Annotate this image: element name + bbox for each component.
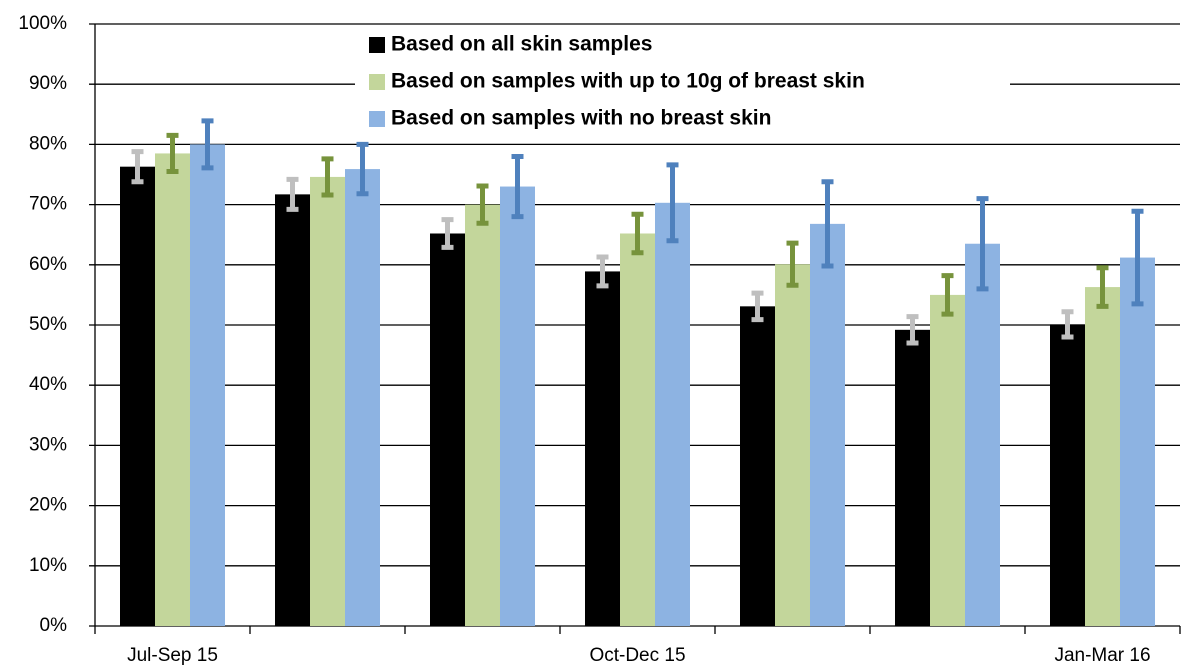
bar [155,153,190,626]
error-bar [1061,309,1074,340]
bar [895,329,930,626]
error-bar [166,132,179,174]
bar [120,166,155,626]
bar [775,264,810,626]
error-bar [976,196,989,292]
error-bar [906,314,919,346]
bar [500,186,535,627]
y-tick-label: 90% [29,73,67,94]
bar [620,233,655,626]
bar [1085,287,1120,626]
y-tick-label: 50% [29,314,67,335]
bar [740,306,775,626]
y-tick-label: 60% [29,254,67,275]
bar [965,243,1000,627]
error-bar [1131,208,1144,307]
error-bar [356,141,369,197]
bar [465,204,500,626]
legend-label: Based on samples with no breast skin [391,107,771,130]
error-bar [201,118,214,171]
bar [310,176,345,626]
legend-swatch [369,37,385,53]
error-bar [511,153,524,220]
legend-swatch [369,111,385,127]
y-tick-label: 10% [29,555,67,576]
legend-box [355,26,1010,138]
x-tick-label: Oct-Dec 15 [589,645,685,666]
bar [655,202,690,626]
error-bar [786,240,799,288]
error-bar [1096,265,1109,309]
error-bar [666,162,679,244]
error-bar [941,273,954,317]
legend-swatch [369,74,385,90]
error-bar [596,254,609,289]
error-bar [286,176,299,212]
y-tick-label: 20% [29,495,67,516]
x-tick-label: Jan-Mar 16 [1054,645,1150,666]
y-tick-label: 0% [40,615,68,636]
error-bar [751,290,764,323]
y-tick-label: 30% [29,434,67,455]
error-bar [321,156,334,198]
bar [585,271,620,626]
bar [190,144,225,626]
y-tick-label: 80% [29,133,67,154]
bar [1050,324,1085,626]
error-bar [821,179,834,269]
bar [1120,257,1155,626]
bar [275,194,310,626]
y-tick-label: 100% [18,13,67,34]
y-tick-label: 40% [29,374,67,395]
bar [930,294,965,626]
error-bar [476,183,489,226]
y-tick-label: 70% [29,194,67,215]
bar [430,233,465,626]
bar [810,223,845,626]
error-bar [131,149,144,185]
legend-label: Based on all skin samples [391,33,652,56]
x-tick-label: Jul-Sep 15 [127,645,218,666]
legend-label: Based on samples with up to 10g of breas… [391,70,865,93]
error-bar [441,217,454,250]
bar [345,169,380,626]
error-bar [631,211,644,256]
